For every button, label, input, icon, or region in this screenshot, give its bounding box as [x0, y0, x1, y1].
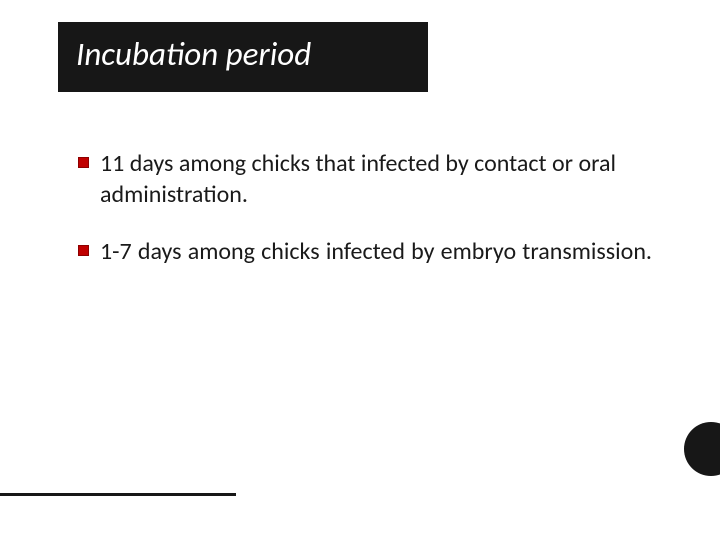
corner-circle: [684, 422, 720, 476]
bullet-text-1: 11 days among chicks that infected by co…: [100, 148, 652, 210]
footer-line: [0, 493, 236, 496]
bullet-item-2: 1-7 days among chicks infected by embryo…: [78, 236, 652, 267]
bullet-text-2: 1-7 days among chicks infected by embryo…: [100, 236, 652, 267]
bullet-item-1: 11 days among chicks that infected by co…: [78, 148, 652, 210]
bullet-icon: [78, 157, 89, 168]
slide-title: Incubation period: [76, 34, 311, 74]
title-box: Incubation period: [58, 22, 428, 92]
body-area: 11 days among chicks that infected by co…: [78, 148, 652, 267]
slide: Incubation period 11 days among chicks t…: [0, 0, 720, 540]
bullet-icon: [78, 245, 89, 256]
